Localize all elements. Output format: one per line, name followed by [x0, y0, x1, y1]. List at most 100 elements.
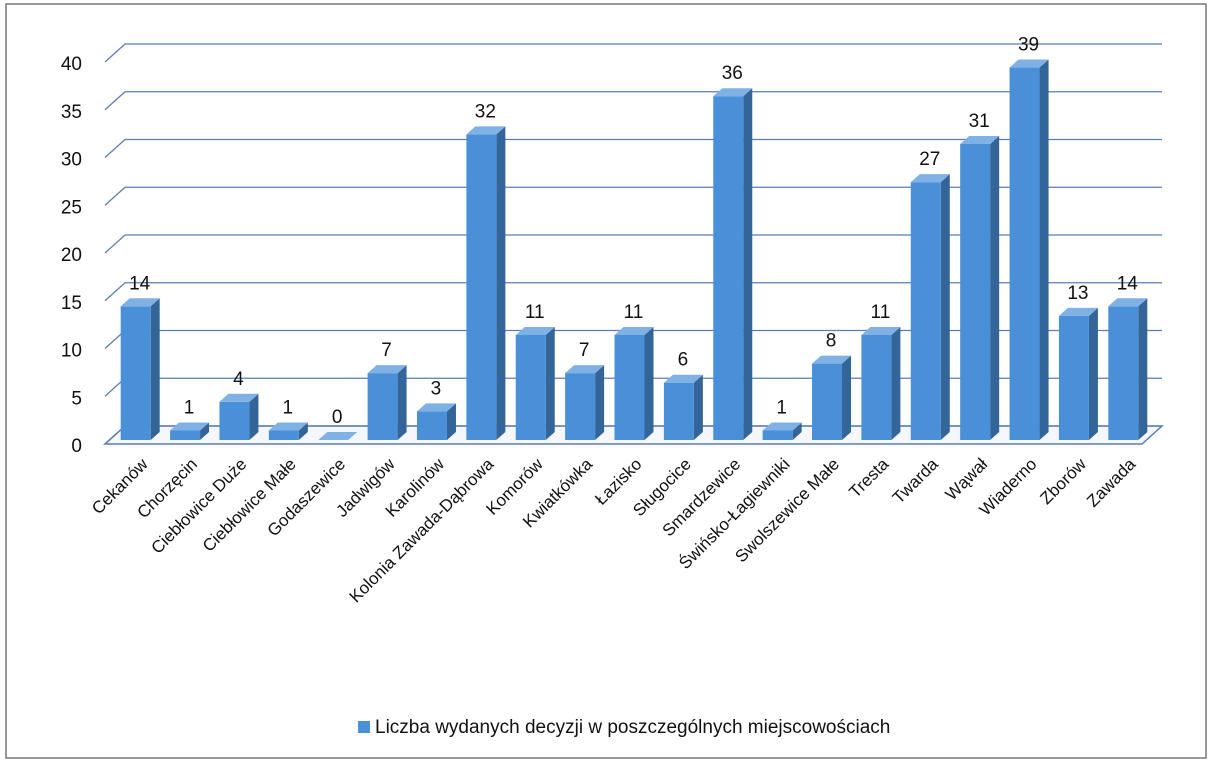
- grid-line: [104, 138, 1162, 158]
- bar-side: [792, 422, 802, 440]
- data-label: 36: [722, 63, 743, 84]
- y-tick-label: 10: [61, 341, 82, 362]
- bar-top: [861, 326, 901, 335]
- bar-side: [644, 326, 654, 440]
- bar-side: [990, 135, 1000, 440]
- data-label: 31: [969, 111, 990, 132]
- x-tick-label: Twarda: [889, 454, 942, 507]
- grid-line: [104, 282, 1162, 302]
- bar-top: [663, 374, 703, 383]
- bar-side: [446, 403, 456, 440]
- y-tick-label: 40: [61, 54, 82, 75]
- bar: [268, 430, 299, 440]
- bar-top: [318, 432, 358, 440]
- data-label: 14: [129, 273, 151, 294]
- y-tick-label: 35: [61, 102, 82, 123]
- bar-side: [1039, 59, 1049, 441]
- data-label: 4: [233, 369, 244, 390]
- data-label: 11: [624, 302, 644, 323]
- data-label: 1: [776, 397, 787, 418]
- data-label: 13: [1067, 283, 1088, 304]
- x-tick-label: Zborów: [1036, 454, 1090, 508]
- bar: [762, 430, 793, 440]
- y-tick-label: 0: [71, 436, 82, 457]
- bar-top: [219, 393, 259, 402]
- bar-top: [614, 326, 654, 335]
- bar-top: [416, 403, 456, 412]
- bar: [1108, 306, 1139, 440]
- data-label: 1: [283, 397, 294, 418]
- bar-side: [496, 126, 506, 441]
- bar-top: [367, 365, 407, 374]
- bar: [1058, 315, 1089, 440]
- data-label: 7: [381, 340, 392, 361]
- bar-top: [1108, 298, 1148, 307]
- bar-top: [960, 135, 1000, 144]
- bar-top: [515, 326, 555, 335]
- y-tick-label: 5: [71, 388, 82, 409]
- bar: [170, 430, 201, 440]
- bar-side: [842, 355, 852, 440]
- bar-top: [120, 298, 160, 307]
- bar-side: [693, 374, 703, 440]
- bar: [565, 373, 596, 440]
- bar: [910, 182, 941, 440]
- grid-line: [104, 234, 1162, 254]
- bar-side: [298, 422, 308, 440]
- data-label: 11: [525, 302, 545, 323]
- bar-top: [910, 174, 950, 183]
- bar-side: [1138, 298, 1148, 440]
- bar-side: [743, 88, 753, 440]
- grid-line: [104, 91, 1162, 111]
- bar: [960, 143, 991, 440]
- data-label: 1: [184, 397, 195, 418]
- bar-top: [812, 355, 852, 364]
- bar: [416, 411, 447, 440]
- bar-top: [268, 422, 308, 431]
- data-label: 6: [678, 350, 689, 371]
- bar-top: [762, 422, 802, 431]
- data-label: 7: [579, 340, 590, 361]
- x-tick-label: Zawada: [1083, 454, 1140, 511]
- bar-top: [1009, 59, 1049, 68]
- bar-top: [713, 88, 753, 97]
- data-label: 8: [826, 331, 837, 352]
- data-label: 0: [332, 407, 343, 428]
- bar: [367, 373, 398, 440]
- data-label: 32: [475, 101, 496, 122]
- data-label: 27: [919, 149, 940, 170]
- chart-frame: [5, 3, 1207, 759]
- bar-side: [249, 393, 259, 440]
- bar-top: [466, 126, 506, 135]
- y-tick-label: 15: [61, 293, 82, 314]
- data-label: 14: [1117, 273, 1139, 294]
- y-tick-label: 20: [61, 245, 82, 266]
- bar-top: [565, 365, 605, 374]
- y-tick-label: 30: [61, 150, 82, 171]
- bar-side: [940, 174, 950, 440]
- data-label: 39: [1018, 35, 1039, 56]
- bar-side: [1088, 307, 1098, 440]
- grid-line: [104, 43, 1162, 63]
- y-tick-label: 25: [61, 197, 82, 218]
- bar: [219, 401, 250, 440]
- legend-swatch: [358, 721, 370, 733]
- bar-side: [150, 298, 160, 440]
- bar: [861, 334, 892, 440]
- bar: [663, 382, 694, 440]
- bar-top: [170, 422, 210, 431]
- bar-top: [1058, 307, 1098, 316]
- bar: [515, 334, 546, 440]
- legend-label: Liczba wydanych decyzji w poszczególnych…: [375, 717, 890, 738]
- x-tick-label: Tresta: [845, 454, 892, 501]
- bar: [713, 96, 744, 440]
- bar-side: [545, 326, 555, 440]
- bar: [1009, 67, 1040, 441]
- bar-side: [200, 422, 210, 440]
- grid-line: [104, 186, 1162, 206]
- bar-side: [397, 365, 407, 440]
- bar: [120, 306, 151, 440]
- data-label: 11: [871, 302, 891, 323]
- bar: [614, 334, 645, 440]
